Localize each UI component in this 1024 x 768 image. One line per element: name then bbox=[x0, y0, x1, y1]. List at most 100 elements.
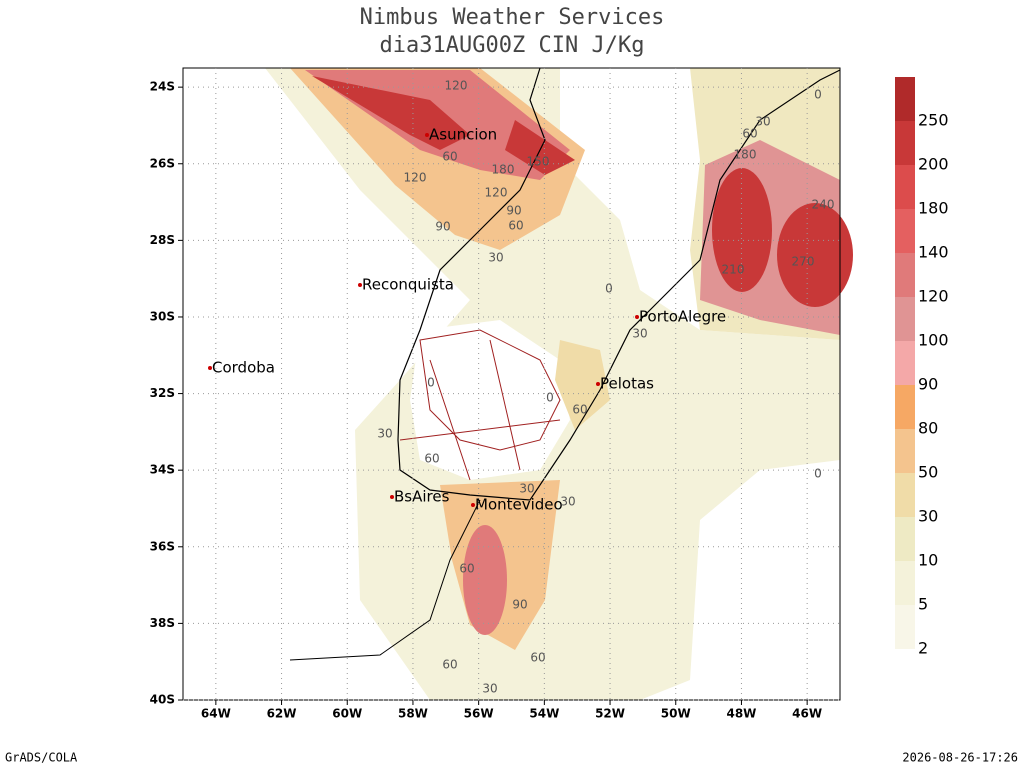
colorbar-box bbox=[895, 121, 915, 165]
city-dot bbox=[471, 503, 475, 507]
contour-label: 150 bbox=[527, 155, 550, 169]
colorbar-label: 200 bbox=[918, 155, 949, 174]
colorbar-label: 50 bbox=[918, 463, 938, 482]
title: Nimbus Weather Services bbox=[360, 5, 665, 30]
core bbox=[712, 168, 772, 292]
colorbar: 250 200 180 140 120 100 90 80 50 30 10 5 2 bbox=[895, 77, 949, 658]
x-tick-label: 60W bbox=[332, 707, 362, 721]
contour-label: 60 bbox=[508, 219, 523, 233]
contour-label: 30 bbox=[482, 682, 497, 696]
colorbar-label: 250 bbox=[918, 111, 949, 130]
contour-label: 240 bbox=[812, 198, 835, 212]
colorbar-box bbox=[895, 77, 915, 121]
colorbar-box bbox=[895, 209, 915, 253]
band bbox=[555, 340, 610, 430]
borders bbox=[182, 67, 841, 701]
x-tick-label: 46W bbox=[792, 707, 822, 721]
y-tick-label: 26S bbox=[150, 156, 175, 170]
x-tick-label: 48W bbox=[726, 707, 756, 721]
contour-label: 60 bbox=[530, 651, 545, 665]
colorbar-box bbox=[895, 429, 915, 473]
colorbar-label: 180 bbox=[918, 199, 949, 218]
city-dot bbox=[635, 315, 639, 319]
contour-label: 60 bbox=[424, 452, 439, 466]
blank bbox=[410, 320, 570, 480]
city-dot bbox=[358, 283, 362, 287]
y-tick-label: 34S bbox=[150, 463, 175, 477]
admin-border bbox=[399, 329, 561, 481]
contour-label: 0 bbox=[427, 376, 435, 390]
colorbar-label: 120 bbox=[918, 287, 949, 306]
x-tick-label: 64W bbox=[201, 707, 231, 721]
contour-label: 30 bbox=[755, 115, 770, 129]
x-tick-label: 62W bbox=[267, 707, 297, 721]
contour-label: 120 bbox=[485, 186, 508, 200]
contour-label: 30 bbox=[377, 427, 392, 441]
colorbar-label: 90 bbox=[918, 375, 938, 394]
contour-label: 90 bbox=[506, 204, 521, 218]
city-label: Asuncion bbox=[429, 126, 497, 144]
contour-label: 60 bbox=[572, 403, 587, 417]
colorbar-box bbox=[895, 561, 915, 605]
y-tick-label: 36S bbox=[150, 539, 175, 553]
contour-label: 120 bbox=[445, 79, 468, 93]
city-dot bbox=[596, 382, 600, 386]
x-tick-label: 54W bbox=[529, 707, 559, 721]
contour-label: 60 bbox=[742, 127, 757, 141]
core bbox=[777, 203, 853, 307]
contour-label: 30 bbox=[488, 251, 503, 265]
city-dot bbox=[425, 133, 429, 137]
contour-label: 120 bbox=[404, 171, 427, 185]
footer-right: 2026-08-26-17:26 bbox=[902, 751, 1018, 765]
contour-label: 180 bbox=[492, 163, 515, 177]
contour-label: 60 bbox=[459, 562, 474, 576]
colorbar-box bbox=[895, 605, 915, 649]
y-tick-label: 28S bbox=[150, 233, 175, 247]
colorbar-label: 30 bbox=[918, 507, 938, 526]
contour-label: 0 bbox=[814, 467, 822, 481]
contour-label: 60 bbox=[442, 150, 457, 164]
coast bbox=[289, 499, 481, 661]
city-label: Reconquista bbox=[362, 276, 454, 294]
contour-label: 90 bbox=[435, 220, 450, 234]
colorbar-box bbox=[895, 253, 915, 297]
colorbar-label: 2 bbox=[918, 639, 928, 658]
contour-label: 270 bbox=[792, 255, 815, 269]
plume-core bbox=[463, 525, 507, 635]
contour-label: 60 bbox=[442, 658, 457, 672]
contour-label: 0 bbox=[814, 88, 822, 102]
footer-left: GrADS/COLA bbox=[5, 751, 78, 765]
y-tick-label: 30S bbox=[150, 309, 175, 323]
city-dot bbox=[208, 366, 212, 370]
contour-label: 0 bbox=[605, 282, 613, 296]
frame bbox=[182, 67, 841, 701]
colorbar-label: 5 bbox=[918, 595, 928, 614]
colorbar-box bbox=[895, 165, 915, 209]
y-tick-label: 24S bbox=[150, 80, 175, 94]
x-tick-label: 52W bbox=[595, 707, 625, 721]
y-tick-label: 38S bbox=[150, 616, 175, 630]
contour-label: 30 bbox=[519, 482, 534, 496]
contour-label: 30 bbox=[560, 495, 575, 509]
y-tick-label: 32S bbox=[150, 386, 175, 400]
contour-label: 180 bbox=[734, 148, 757, 162]
city-label: PortoAlegre bbox=[639, 308, 726, 326]
y-tick-label: 40S bbox=[150, 693, 175, 707]
x-tick-label: 56W bbox=[464, 707, 494, 721]
city-label: Cordoba bbox=[212, 359, 275, 377]
city-label: Montevideo bbox=[475, 496, 563, 514]
contour-label: 30 bbox=[632, 327, 647, 341]
colorbar-label: 140 bbox=[918, 243, 949, 262]
contour-label: 0 bbox=[546, 391, 554, 405]
coast bbox=[397, 67, 841, 501]
city-dot bbox=[390, 495, 394, 499]
subtitle: dia31AUG00Z CIN J/Kg bbox=[380, 33, 645, 58]
contour-label: 210 bbox=[722, 263, 745, 277]
x-tick-label: 50W bbox=[661, 707, 691, 721]
city-label: BsAires bbox=[394, 488, 450, 506]
colorbar-box bbox=[895, 517, 915, 561]
colorbar-box bbox=[895, 341, 915, 385]
shading bbox=[265, 68, 853, 700]
x-tick-label: 58W bbox=[398, 707, 428, 721]
